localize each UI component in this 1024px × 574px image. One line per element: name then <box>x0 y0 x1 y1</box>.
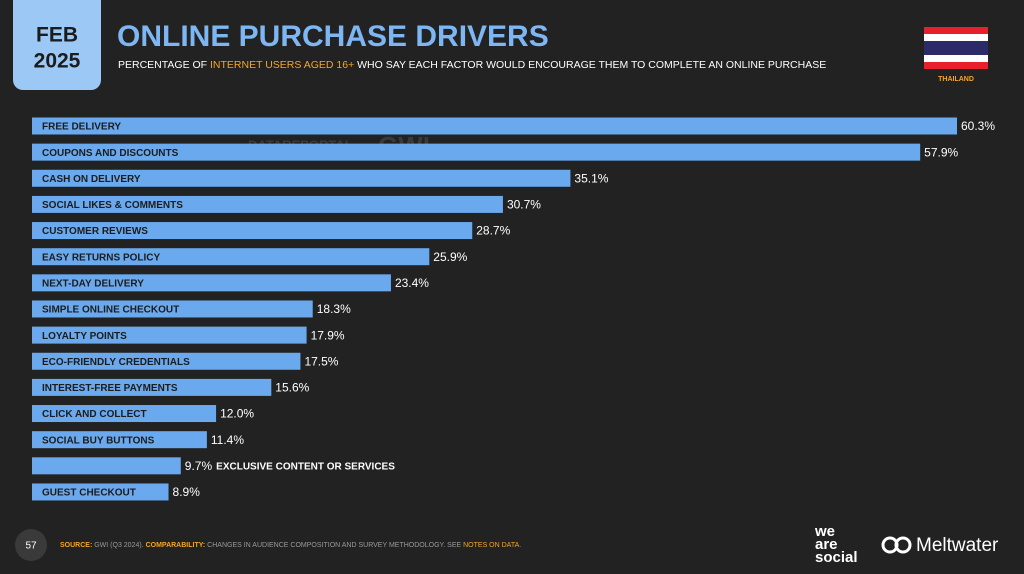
source: GWI (Q3 2024). <box>94 542 143 549</box>
date-year: 2025 <box>34 50 81 73</box>
meltwater-icon <box>881 536 912 554</box>
bar <box>32 405 217 423</box>
title: ONLINE PURCHASE DRIVERS <box>117 20 549 53</box>
bar <box>32 352 301 370</box>
value-label: 25.9% <box>433 250 467 264</box>
category-label: EASY RETURNS POLICY <box>42 252 160 263</box>
category-label: GUEST CHECKOUT <box>42 488 136 499</box>
value-label: 9.7% <box>185 459 213 473</box>
category-label: COUPONS AND DISCOUNTS <box>42 148 179 159</box>
footer-note: SOURCE: GWI (Q3 2024). COMPARABILITY: CH… <box>60 542 521 549</box>
date-month: FEB <box>36 24 78 47</box>
value-label: 15.6% <box>275 381 309 395</box>
category-label: NEXT-DAY DELIVERY <box>42 278 144 289</box>
value-label: 17.5% <box>304 354 338 368</box>
logo-text: we <box>814 523 835 540</box>
comparability-label: COMPARABILITY: <box>146 542 206 549</box>
value-label: 11.4% <box>211 433 244 447</box>
category-label: SOCIAL BUY BUTTONS <box>42 435 155 446</box>
logo-text: social <box>815 549 858 566</box>
bar <box>32 300 313 318</box>
bar <box>32 274 391 292</box>
bar <box>32 483 169 501</box>
value-label: 23.4% <box>395 276 429 290</box>
value-label: 17.9% <box>311 328 345 342</box>
category-label: SIMPLE ONLINE CHECKOUT <box>42 305 179 316</box>
subtitle: PERCENTAGE OF INTERNET USERS AGED 16+ WH… <box>118 59 826 71</box>
bar <box>32 117 958 135</box>
value-label: 12.0% <box>220 407 254 421</box>
flag-blue <box>924 41 988 55</box>
value-label: 8.9% <box>173 485 201 499</box>
subtitle-part: WHO SAY EACH FACTOR WOULD ENCOURAGE THEM… <box>354 59 826 71</box>
logo-text: Meltwater <box>916 535 999 556</box>
subtitle-part: PERCENTAGE OF <box>118 59 210 71</box>
category-label: SOCIAL LIKES & COMMENTS <box>42 200 183 211</box>
value-label: 35.1% <box>574 171 608 185</box>
category-label: CASH ON DELIVERY <box>42 174 141 185</box>
category-label: CUSTOMER REVIEWS <box>42 226 148 237</box>
bar <box>32 195 503 213</box>
category-label: EXCLUSIVE CONTENT OR SERVICES <box>216 461 395 472</box>
notes-link[interactable]: NOTES ON DATA <box>463 542 519 549</box>
value-label: 18.3% <box>317 302 351 316</box>
category-label: INTEREST-FREE PAYMENTS <box>42 383 178 394</box>
bar <box>32 222 473 240</box>
flag <box>924 27 988 69</box>
bar <box>32 326 307 344</box>
footer-end: . <box>519 542 521 549</box>
bar <box>32 169 571 187</box>
date-box <box>13 0 101 90</box>
bar <box>32 457 181 475</box>
page-badge <box>15 529 47 561</box>
subtitle-highlight: INTERNET USERS AGED 16+ <box>210 59 354 71</box>
category-label: LOYALTY POINTS <box>42 331 127 342</box>
page-number: 57 <box>25 541 37 552</box>
source-label: SOURCE: <box>60 542 92 549</box>
bar <box>32 248 430 266</box>
category-label: CLICK AND COLLECT <box>42 409 147 420</box>
comparability: CHANGES IN AUDIENCE COMPOSITION AND SURV… <box>207 542 463 549</box>
bar <box>32 378 272 396</box>
value-label: 60.3% <box>961 119 995 133</box>
bar <box>32 431 207 449</box>
bar-chart: 60.3% FREE DELIVERY 57.9% COUPONS AND DISCO… <box>32 117 995 501</box>
logo-text: are <box>815 536 838 553</box>
value-label: 28.7% <box>476 224 510 238</box>
icon-ring <box>894 536 912 554</box>
category-label: FREE DELIVERY <box>42 122 121 133</box>
country: THAILAND <box>938 76 974 83</box>
bar <box>32 143 921 161</box>
value-label: 57.9% <box>924 145 958 159</box>
value-label: 30.7% <box>507 198 541 212</box>
category-label: ECO-FRIENDLY CREDENTIALS <box>42 357 190 368</box>
